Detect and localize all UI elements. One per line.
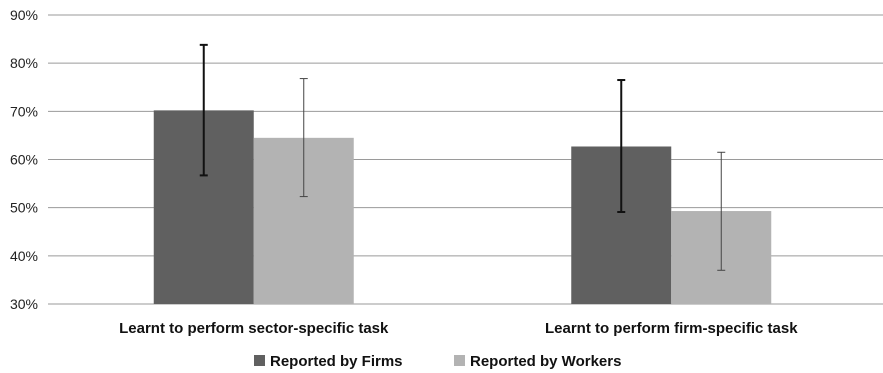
y-tick-label: 80% [10,55,38,71]
legend: Reported by Firms Reported by Workers [254,353,621,370]
category-labels: Learnt to perform sector-specific task Le… [119,320,798,337]
y-tick-label: 60% [10,152,38,168]
legend-label: Reported by Workers [470,353,621,370]
legend-swatch [254,355,265,366]
legend-swatch [454,355,465,366]
category-label: Learnt to perform firm-specific task [545,320,798,337]
y-axis-tick-labels: 30% 40% 50% 60% 70% 80% 90% [10,7,38,312]
y-tick-label: 90% [10,7,38,23]
y-tick-label: 30% [10,296,38,312]
legend-label: Reported by Firms [270,353,403,370]
y-tick-label: 50% [10,200,38,216]
category-label: Learnt to perform sector-specific task [119,320,389,337]
y-tick-label: 40% [10,248,38,264]
y-tick-label: 70% [10,103,38,119]
error-bars [199,43,726,271]
